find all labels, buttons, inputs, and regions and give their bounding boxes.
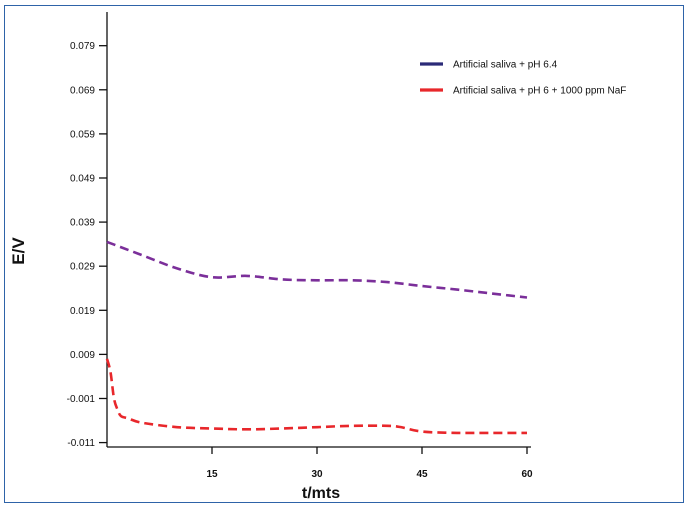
x-axis-title: t/mts xyxy=(302,485,340,502)
axes: -0.011 -0.001 0.009 0.019 0.029 0.039 0.049 0.0… xyxy=(67,12,533,480)
series-line-1 xyxy=(106,240,528,299)
legend: Artificial saliva + pH 6.4 Artificial sal… xyxy=(420,60,626,97)
y-axis-title: E/V xyxy=(9,237,28,265)
chart-frame: -0.011 -0.001 0.009 0.019 0.029 0.039 0.049 0.0… xyxy=(4,5,684,503)
y-tick-label: 0.029 xyxy=(70,262,95,273)
series-layer xyxy=(105,240,528,435)
y-tick-label: 0.069 xyxy=(70,85,95,96)
y-tick-label: 0.019 xyxy=(70,306,95,317)
legend-label-1: Artificial saliva + pH 6.4 xyxy=(453,60,558,71)
series-line-2 xyxy=(105,358,527,435)
legend-label-2: Artificial saliva + pH 6 + 1000 ppm NaF xyxy=(453,86,626,97)
y-tick-label: 0.079 xyxy=(70,41,95,52)
x-tick-label: 45 xyxy=(416,469,428,480)
line-chart: -0.011 -0.001 0.009 0.019 0.029 0.039 0.049 0.0… xyxy=(9,12,626,502)
y-tick-label: -0.011 xyxy=(67,438,95,449)
x-tick-label: 60 xyxy=(521,469,533,480)
y-tick-label: -0.001 xyxy=(67,394,96,405)
y-tick-label: 0.039 xyxy=(70,218,95,229)
y-tick-label: 0.059 xyxy=(70,129,95,140)
x-tick-label: 30 xyxy=(311,469,323,480)
x-tick-label: 15 xyxy=(206,469,218,480)
y-tick-label: 0.049 xyxy=(70,173,95,184)
y-tick-label: 0.009 xyxy=(70,350,95,361)
